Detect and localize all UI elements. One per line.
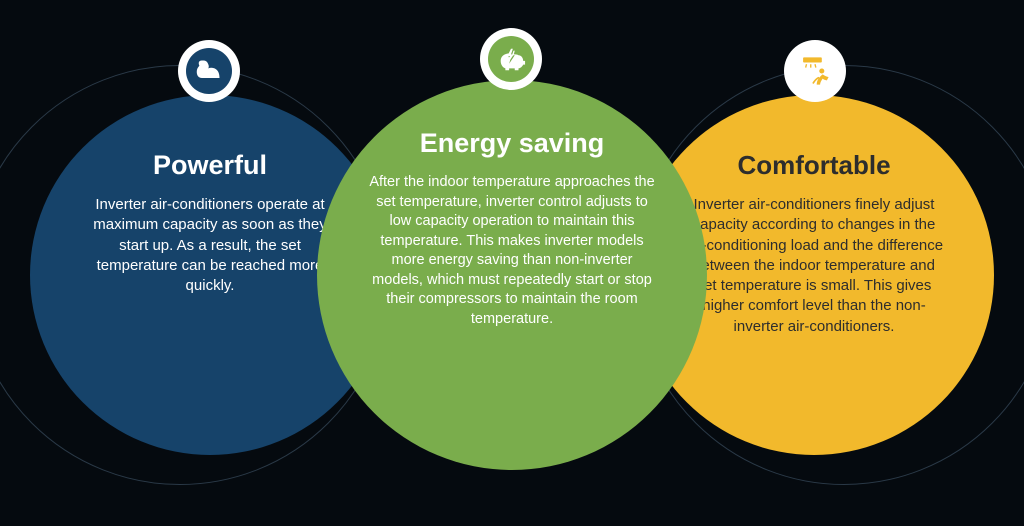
badge-powerful (178, 40, 240, 102)
flex-arm-icon (186, 48, 232, 94)
badge-comfort (784, 40, 846, 102)
bubble-energy-title: Energy saving (420, 128, 605, 159)
bubble-powerful-body: Inverter air-conditioners operate at max… (90, 195, 330, 296)
bubble-energy-body: After the indoor temperature approaches … (367, 173, 657, 330)
badge-energy (480, 28, 542, 90)
bubble-comfortable-title: Comfortable (737, 150, 890, 181)
piggy-bolt-icon (488, 36, 534, 82)
bubble-energy-saving: Energy saving After the indoor temperatu… (317, 80, 707, 470)
comfort-ac-icon (792, 48, 838, 94)
infographic-stage: Powerful Inverter air-conditioners opera… (0, 0, 1024, 526)
bubble-comfortable-body: Inverter air-conditioners finely adjust … (684, 195, 944, 337)
bubble-powerful-title: Powerful (153, 150, 267, 181)
